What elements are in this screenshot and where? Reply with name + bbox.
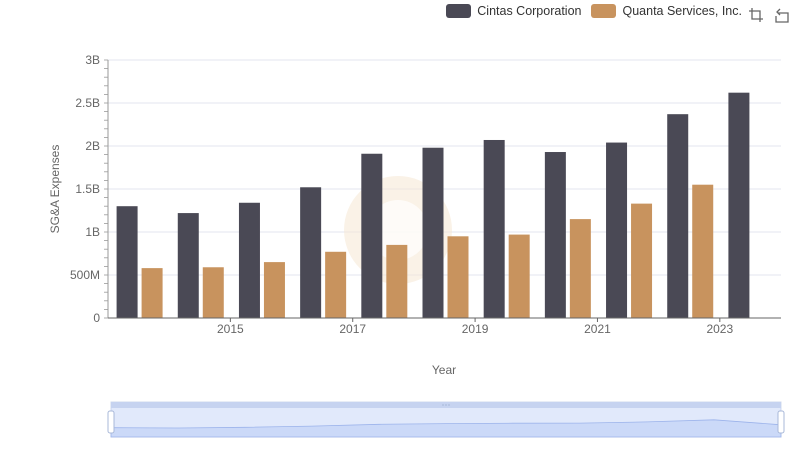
- y-tick-label: 0: [93, 311, 100, 325]
- x-tick-label: 2023: [706, 322, 733, 336]
- bar-quanta-2018[interactable]: [386, 244, 408, 318]
- bar-quanta-2022[interactable]: [631, 203, 653, 318]
- bar-quanta-2016[interactable]: [263, 262, 285, 318]
- bar-cintas-2018[interactable]: [361, 153, 383, 318]
- legend-item-cintas[interactable]: Cintas Corporation: [446, 4, 581, 18]
- bar-cintas-2016[interactable]: [238, 202, 260, 318]
- bar-quanta-2023[interactable]: [692, 184, 714, 318]
- bar-cintas-2024[interactable]: [728, 92, 750, 319]
- bar-cintas-2023[interactable]: [667, 114, 689, 319]
- bar-quanta-2019[interactable]: [447, 236, 469, 318]
- y-tick-label: 1B: [85, 225, 100, 239]
- legend-item-quanta[interactable]: Quanta Services, Inc.: [591, 4, 742, 18]
- bar-quanta-2020[interactable]: [508, 234, 530, 318]
- bar-cintas-2021[interactable]: [544, 152, 566, 318]
- bar-cintas-2020[interactable]: [483, 139, 505, 318]
- slider-left-handle[interactable]: [107, 410, 115, 434]
- y-tick-label: 2.5B: [75, 96, 100, 110]
- slider-right-handle[interactable]: [777, 410, 785, 434]
- legend-swatch-quanta: [591, 4, 617, 18]
- y-tick-label: 1.5B: [75, 182, 100, 196]
- y-axis-title: SG&A Expenses: [48, 145, 62, 234]
- x-tick-label: 2015: [217, 322, 244, 336]
- y-tick-label: 3B: [85, 53, 100, 67]
- y-tick-label: 500M: [70, 268, 100, 282]
- x-tick-label: 2021: [584, 322, 611, 336]
- bar-cintas-2015[interactable]: [177, 213, 199, 318]
- x-tick-label: 2017: [339, 322, 366, 336]
- restore-icon[interactable]: [774, 7, 790, 23]
- slider-preview-area: [110, 419, 782, 438]
- bar-quanta-2021[interactable]: [569, 219, 591, 318]
- bars: [116, 92, 750, 319]
- x-axis-title: Year: [432, 363, 456, 377]
- bar-quanta-2014[interactable]: [141, 268, 163, 318]
- bar-quanta-2015[interactable]: [202, 267, 224, 318]
- legend-swatch-cintas: [446, 4, 472, 18]
- x-tick-label: 2019: [462, 322, 489, 336]
- zoom-select-icon[interactable]: [748, 7, 764, 23]
- bar-quanta-2017[interactable]: [325, 251, 347, 318]
- bar-cintas-2014[interactable]: [116, 206, 138, 318]
- y-tick-label: 2B: [85, 139, 100, 153]
- bar-cintas-2017[interactable]: [300, 187, 322, 318]
- legend-label-quanta: Quanta Services, Inc.: [622, 4, 742, 18]
- bar-cintas-2019[interactable]: [422, 147, 444, 318]
- bar-cintas-2022[interactable]: [606, 142, 628, 318]
- legend: Cintas Corporation Quanta Services, Inc.: [446, 4, 742, 18]
- legend-label-cintas: Cintas Corporation: [477, 4, 582, 18]
- axes: 0 500M 1B 1.5B 2B 2.5B 3B 2015 2017 2019 2021 2023: [70, 53, 781, 336]
- data-zoom-slider[interactable]: [107, 401, 785, 438]
